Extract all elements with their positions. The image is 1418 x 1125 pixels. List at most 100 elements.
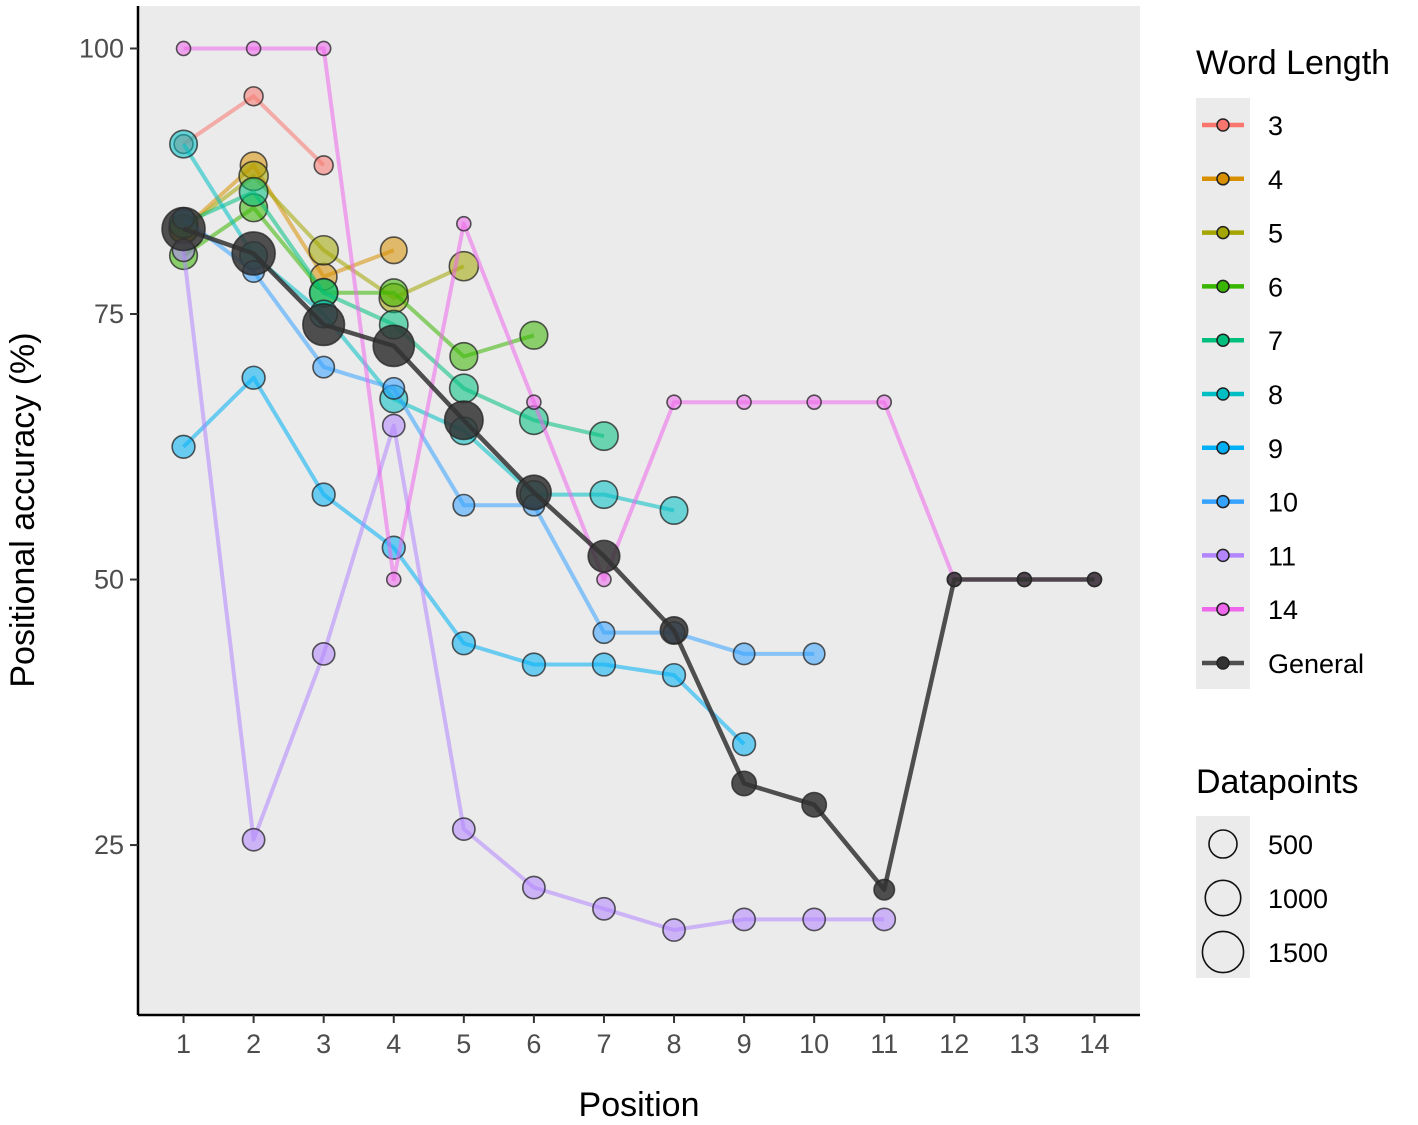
y-axis-title: Positional accuracy (%): [4, 332, 42, 687]
data-point: [662, 918, 686, 942]
series-9: [171, 365, 757, 757]
data-point: [311, 482, 336, 507]
data-point: [526, 394, 542, 410]
x-tick-label: 12: [939, 1029, 969, 1059]
legend-point: [1216, 333, 1230, 347]
data-point: [666, 394, 682, 410]
data-point: [308, 234, 340, 266]
data-point: [588, 421, 619, 452]
size-legend-key-background: [1196, 816, 1250, 978]
x-axis-title: Position: [579, 1086, 700, 1124]
data-point: [802, 907, 827, 932]
data-point: [515, 474, 552, 511]
legend-point: [1216, 279, 1230, 294]
color-legend: 3 4 5 6 7 8 9 10 11 14 General: [1202, 111, 1364, 679]
size-legend-title: Datapoints: [1196, 763, 1359, 801]
data-point: [596, 571, 612, 588]
color-legend-label-6: 6: [1268, 272, 1283, 302]
data-point: [385, 571, 402, 588]
size-legend: 500 1000 1500: [1201, 829, 1328, 974]
data-point: [243, 86, 264, 107]
data-point: [161, 206, 206, 252]
x-tick-label: 6: [526, 1029, 541, 1059]
x-tick-label: 11: [870, 1029, 898, 1059]
color-legend-key-6: [1202, 279, 1244, 294]
x-tick-label: 2: [246, 1029, 261, 1059]
data-point: [451, 817, 476, 842]
data-point: [372, 324, 416, 368]
data-point: [169, 129, 199, 159]
color-legend-key-General: [1202, 656, 1244, 670]
legend-point: [1216, 494, 1230, 509]
size-legend-label-1500: 1500: [1268, 938, 1328, 968]
data-point: [946, 571, 963, 588]
color-legend-key-9: [1202, 441, 1244, 455]
data-point: [448, 373, 479, 404]
data-point: [872, 907, 897, 932]
data-point: [801, 791, 828, 818]
color-legend-key-4: [1202, 172, 1244, 186]
x-tick-label: 7: [596, 1029, 611, 1059]
data-point: [241, 365, 266, 390]
data-point: [876, 394, 893, 410]
legend-point: [1216, 441, 1230, 455]
data-point: [175, 40, 192, 57]
data-point: [451, 631, 476, 656]
color-legend-label-4: 4: [1268, 165, 1283, 195]
data-point: [311, 641, 336, 666]
x-ticks: 1 2 3 4 5 6 7 8 9 10 11 12 13 14: [176, 1015, 1109, 1059]
data-point: [382, 376, 406, 400]
x-tick-label: 1: [176, 1029, 191, 1059]
x-tick-label: 10: [799, 1029, 829, 1059]
data-point: [521, 652, 547, 677]
data-point: [1016, 571, 1033, 588]
data-point: [241, 827, 266, 852]
data-point: [806, 394, 822, 410]
series-General: [161, 206, 1103, 901]
y-tick-label: 100: [79, 33, 124, 63]
size-legend-key-1500: [1201, 930, 1245, 974]
data-point: [238, 176, 269, 207]
data-point: [592, 621, 616, 645]
series-layer: [161, 40, 1103, 942]
x-tick-label: 3: [316, 1029, 331, 1059]
data-point: [245, 40, 262, 57]
color-legend-key-8: [1202, 387, 1244, 401]
series-line-14: [183, 46, 1095, 582]
color-legend-label-11: 11: [1268, 541, 1296, 571]
x-tick-label: 13: [1009, 1029, 1039, 1059]
color-legend-title: Word Length: [1196, 44, 1390, 82]
legend-point: [1216, 225, 1230, 240]
x-tick-label: 4: [386, 1029, 401, 1059]
data-point: [312, 355, 336, 379]
data-point: [731, 731, 757, 757]
data-point: [449, 341, 479, 372]
data-point: [659, 615, 689, 646]
color-legend-label-7: 7: [1268, 326, 1283, 356]
data-point: [1086, 571, 1103, 588]
data-point: [589, 480, 619, 510]
data-point: [302, 302, 346, 347]
x-tick-label: 8: [667, 1029, 682, 1059]
color-legend-label-10: 10: [1268, 488, 1298, 518]
x-tick-label: 5: [456, 1029, 471, 1059]
data-point: [659, 495, 689, 526]
series-11: [171, 238, 897, 942]
x-tick-label: 9: [737, 1029, 752, 1059]
data-point: [379, 278, 409, 308]
data-point: [591, 652, 617, 677]
size-legend-key-500: [1208, 829, 1238, 859]
legend-point: [1216, 172, 1230, 186]
color-legend-key-14: [1202, 602, 1244, 616]
x-tick-label: 14: [1079, 1029, 1109, 1059]
data-point: [587, 539, 621, 573]
legend-point: [1216, 548, 1230, 563]
data-point: [381, 413, 406, 438]
data-point: [521, 875, 546, 900]
color-legend-label-9: 9: [1268, 434, 1283, 464]
legend-point: [1216, 387, 1230, 401]
color-legend-key-10: [1202, 494, 1244, 509]
y-tick-label: 75: [94, 299, 124, 329]
color-legend-label-5: 5: [1268, 219, 1283, 249]
